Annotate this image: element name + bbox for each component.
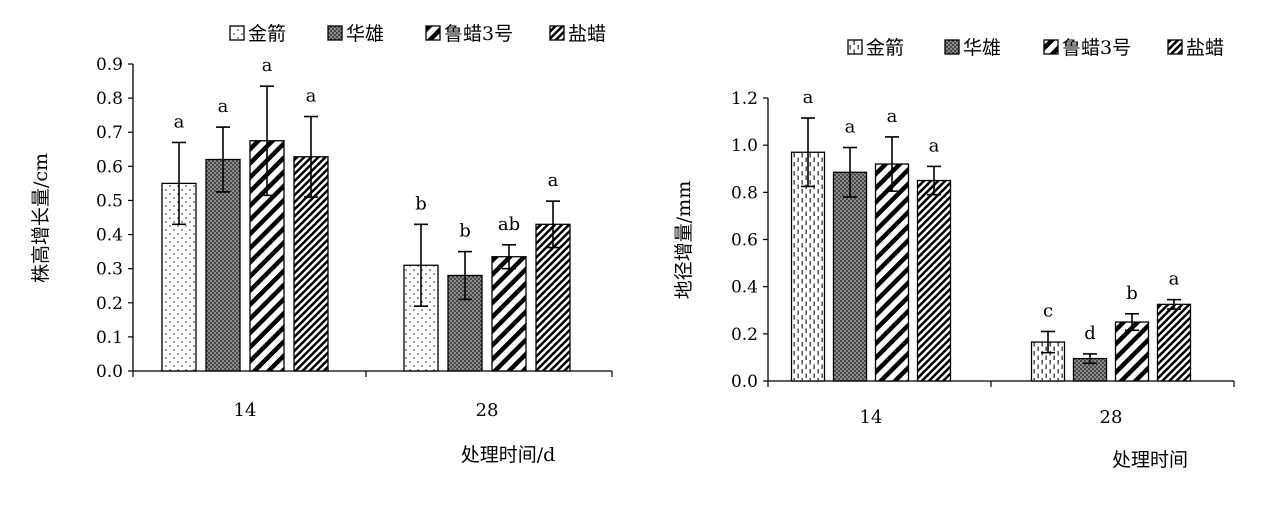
significance-label: a bbox=[174, 111, 185, 132]
significance-label: a bbox=[887, 106, 898, 127]
chart-ground-diameter: 0.0 0.2 0.4 0.6 0.8 1.0 1.2 14 28 地径增量/mm 处理时间 a c a d… bbox=[673, 37, 1235, 471]
legend-swatch bbox=[327, 25, 343, 41]
y-tick-label: 0.1 bbox=[96, 328, 123, 348]
significance-label: a bbox=[262, 55, 273, 76]
x-axis-label: 处理时间/d bbox=[461, 444, 556, 466]
x-tick-label: 14 bbox=[860, 407, 883, 428]
y-tick-label: 0.2 bbox=[96, 294, 123, 314]
legend-swatch bbox=[549, 25, 565, 41]
legend-label: 金箭 bbox=[866, 37, 904, 59]
significance-label: a bbox=[306, 86, 317, 107]
legend-label: 华雄 bbox=[963, 37, 1001, 59]
bar bbox=[874, 163, 910, 382]
y-axis-label: 株高增长量/cm bbox=[30, 153, 52, 283]
bar bbox=[491, 256, 527, 372]
significance-label: a bbox=[218, 96, 229, 117]
legend-swatch bbox=[944, 39, 960, 55]
y-tick-label: 0.0 bbox=[96, 362, 123, 382]
y-tick-label: 0.5 bbox=[96, 191, 123, 211]
significance-label: a bbox=[845, 117, 856, 138]
y-tick-label: 0.3 bbox=[96, 260, 123, 280]
legend-swatch bbox=[1043, 39, 1059, 55]
y-tick-label: 0.9 bbox=[96, 55, 123, 75]
legend-label: 金箭 bbox=[248, 23, 286, 45]
y-tick-label: 0.7 bbox=[96, 123, 123, 143]
significance-label: b bbox=[415, 193, 427, 214]
significance-label: d bbox=[1084, 323, 1096, 344]
x-axis-label: 处理时间 bbox=[1112, 449, 1188, 471]
bar bbox=[916, 179, 952, 382]
legend-swatch bbox=[425, 25, 441, 41]
significance-label: a bbox=[803, 87, 814, 108]
bar bbox=[1156, 303, 1192, 382]
significance-label: c bbox=[1043, 300, 1053, 321]
significance-label: a bbox=[929, 135, 940, 156]
y-tick-label: 0.8 bbox=[96, 89, 123, 109]
x-tick-label: 14 bbox=[234, 400, 257, 421]
chart-plant-height: 0.0 0.1 0.2 0.3 0.4 0.5 0.6 0.7 0.8 0.9 14 28 株高增长量/… bbox=[30, 23, 613, 466]
y-axis-label: 地径增量/mm bbox=[673, 181, 695, 299]
y-tick-label: 0.0 bbox=[731, 372, 758, 392]
y-tick-label: 1.2 bbox=[731, 89, 758, 109]
legend-swatch bbox=[229, 25, 245, 41]
bar bbox=[832, 171, 868, 382]
y-tick-label: 0.6 bbox=[731, 231, 758, 251]
significance-label: ab bbox=[498, 214, 520, 235]
legend-label: 鲁蜡3号 bbox=[444, 23, 513, 45]
legend-label: 盐蜡 bbox=[1186, 37, 1224, 59]
legend-label: 鲁蜡3号 bbox=[1062, 37, 1131, 59]
y-tick-label: 0.4 bbox=[96, 226, 123, 246]
x-tick-label: 28 bbox=[1100, 407, 1123, 428]
y-tick-label: 0.4 bbox=[731, 278, 758, 298]
significance-label: b bbox=[1126, 283, 1138, 304]
significance-label: b bbox=[459, 221, 471, 242]
legend-swatch bbox=[1167, 39, 1183, 55]
y-tick-label: 0.2 bbox=[731, 325, 758, 345]
significance-label: a bbox=[1169, 269, 1180, 290]
legend-label: 华雄 bbox=[346, 23, 384, 45]
legend-swatch bbox=[847, 39, 863, 55]
y-tick-label: 0.8 bbox=[731, 183, 758, 203]
legend-label: 盐蜡 bbox=[568, 23, 606, 45]
y-tick-label: 1.0 bbox=[731, 136, 758, 156]
bar bbox=[790, 151, 826, 382]
x-tick-label: 28 bbox=[476, 400, 499, 421]
bar bbox=[535, 223, 571, 372]
significance-label: a bbox=[548, 170, 559, 191]
y-tick-label: 0.6 bbox=[96, 157, 123, 177]
